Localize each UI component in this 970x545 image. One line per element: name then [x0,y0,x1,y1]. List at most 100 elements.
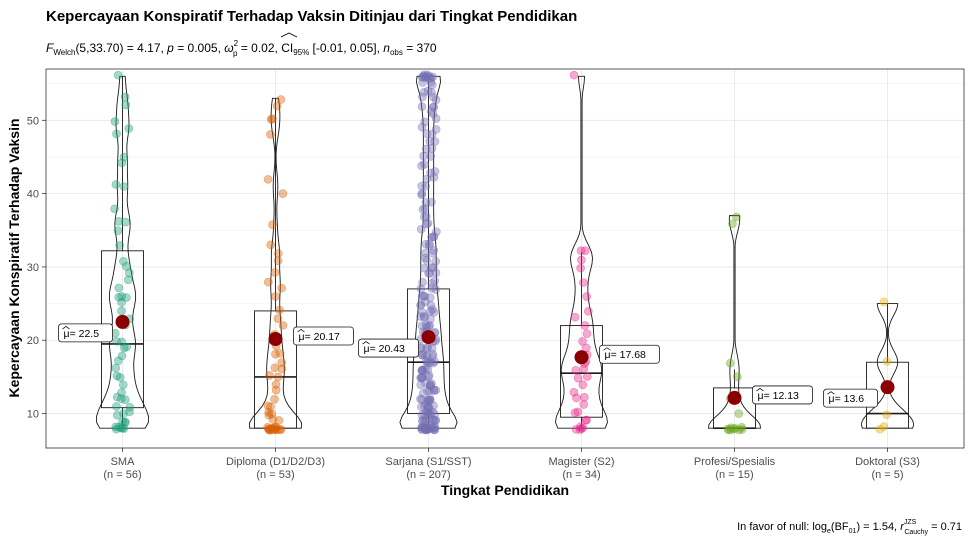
data-point [118,380,128,390]
data-point [576,263,585,273]
data-point [273,256,283,266]
chart-title: Kepercayaan Konspiratif Terhadap Vaksin … [46,8,577,25]
data-point [418,416,427,426]
subtitle-omega-sub: p [233,49,238,58]
data-point [423,386,432,396]
data-point [420,212,429,222]
data-point [122,262,131,271]
mean-marker [574,350,589,365]
violin-layer [96,75,914,429]
y-tick-label: 20 [27,335,39,347]
data-point [117,388,126,397]
data-point [111,180,121,189]
x-tick-count: (n = 53) [256,469,294,481]
data-point [115,373,125,382]
subtitle-omega-sup: 2 [234,39,239,48]
data-point [121,100,131,110]
data-point [431,95,441,105]
data-point [122,293,131,302]
data-point [275,349,285,358]
data-point [277,283,286,293]
data-point [266,240,276,250]
data-point [264,407,274,417]
data-point [430,409,440,419]
y-tick-label: 50 [27,115,39,127]
data-point [420,410,429,419]
data-point [421,425,430,434]
data-point [417,373,427,382]
data-point [428,352,437,361]
data-point [422,219,431,229]
data-point [112,392,122,402]
data-point [125,407,134,417]
chart-subtitle: FWelch(5,33.70) = 4.17, p = 0.005, ω2 p =… [46,39,437,58]
subtitle-omega-val: = 0.02, CI [238,41,294,55]
data-point [420,117,430,127]
subtitle-p-val: = 0.005, [174,41,224,55]
data-point [429,92,438,102]
data-point [113,70,123,80]
violin-outline [707,215,762,429]
data-point [270,423,280,432]
data-point [125,403,135,412]
caption-bf-val: ) = 1.54, [856,521,900,533]
data-point [272,101,282,111]
data-point [417,188,427,198]
point-layer [110,70,892,435]
mean-marker [115,314,130,329]
mean-hat-mark [756,388,764,392]
mean-label-box [823,388,878,408]
data-point [737,422,747,432]
data-point [114,422,124,432]
caption-prefix: In favor of null: log [737,521,827,533]
data-point [416,284,426,293]
mean-label-box [752,385,813,405]
mean-value: = 13.6 [835,393,865,405]
mean-hat-mark [362,341,370,345]
subtitle-ci-sub: 95% [293,48,309,57]
data-point [426,152,435,161]
data-point [123,275,133,285]
data-point [270,395,279,404]
data-point [580,393,589,402]
mean-marker [727,390,742,405]
data-point [270,268,280,277]
data-point [581,415,591,425]
data-point [418,92,427,102]
data-point [110,204,119,214]
data-point [115,241,124,250]
data-point [427,88,436,97]
x-tick-count: (n = 15) [715,469,753,481]
data-point [571,425,581,434]
data-point [268,220,277,229]
data-point [114,283,124,293]
data-point [419,151,428,161]
data-point [569,70,579,80]
data-point [579,278,588,287]
y-tick-label: 40 [27,189,39,201]
data-point [268,114,277,124]
x-axis-title: Tingkat Pendidikan [441,482,569,498]
data-point [879,297,889,307]
caption-r-val: = 0.71 [928,521,962,533]
x-tick-count: (n = 5) [871,469,903,481]
data-point [725,358,735,368]
data-point [276,95,286,104]
data-point [428,249,437,258]
mean-marker [268,331,283,346]
mean-label: μ= 20.17 [299,331,341,343]
data-point [728,219,737,229]
data-point [113,226,123,235]
mean-value: = 20.17 [305,331,340,343]
data-point [420,292,429,301]
caption-r: r [900,521,905,533]
data-point [432,227,441,236]
data-point [726,425,736,435]
data-point [124,124,134,133]
data-point [270,363,280,373]
mean-label: μ= 17.68 [605,349,647,361]
x-tick-label: Magister (S2) [548,456,614,468]
caption-r-sup: JZS [904,519,917,526]
data-point [117,306,126,316]
